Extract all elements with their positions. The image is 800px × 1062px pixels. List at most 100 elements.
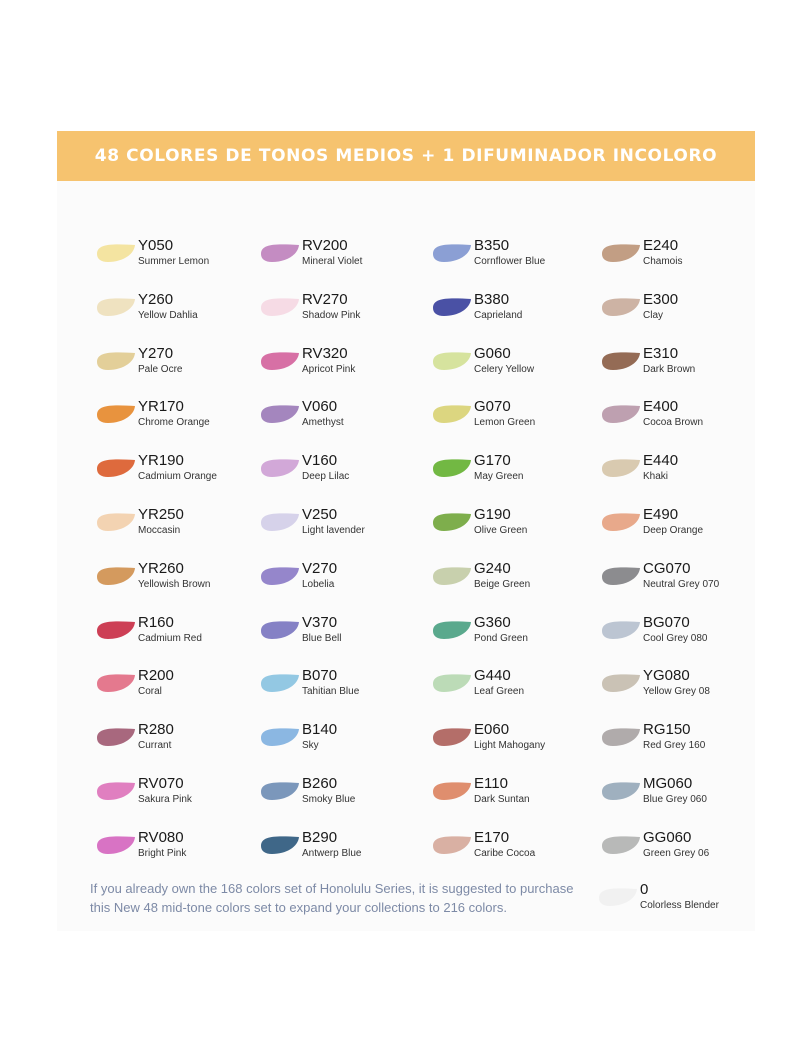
swatch-code: YR170 bbox=[138, 398, 184, 416]
swatch-code: YR260 bbox=[138, 559, 184, 577]
swatch-name: Cadmium Red bbox=[138, 632, 202, 644]
swatch-code: RV270 bbox=[302, 290, 348, 308]
swatch-code: Y260 bbox=[138, 290, 174, 308]
swatch-code: RV070 bbox=[138, 775, 184, 792]
swatch-v160: V160 Deep Lilac bbox=[258, 452, 418, 492]
header-banner: 48 COLORES DE TONOS MEDIOS + 1 DIFUMINAD… bbox=[57, 131, 755, 181]
swatch-code: CG070 bbox=[643, 559, 691, 577]
swatch-code: G440 bbox=[474, 667, 511, 685]
color-stroke-icon bbox=[97, 621, 135, 639]
swatch-name: Lemon Green bbox=[474, 417, 536, 429]
swatch-code: E400 bbox=[643, 398, 679, 416]
color-stroke-icon bbox=[602, 782, 640, 800]
color-stroke-icon bbox=[261, 836, 299, 854]
swatch-e310: E310 Dark Brown bbox=[599, 345, 759, 385]
swatch-b140: B140 Sky bbox=[258, 721, 418, 761]
swatch-name: Yellow Dahlia bbox=[138, 309, 198, 321]
swatch-e300: E300 Clay bbox=[599, 291, 759, 331]
swatch-code: YG080 bbox=[643, 667, 690, 685]
color-stroke-icon bbox=[97, 298, 135, 316]
color-stroke-icon bbox=[261, 244, 299, 262]
swatch-code: RV080 bbox=[138, 828, 184, 846]
swatch-code: R280 bbox=[138, 721, 174, 739]
swatch-b260: B260 Smoky Blue bbox=[258, 775, 418, 815]
swatch-name: Chrome Orange bbox=[138, 417, 210, 429]
swatch-code: YR250 bbox=[138, 506, 184, 523]
color-stroke-icon bbox=[433, 513, 471, 531]
color-stroke-icon bbox=[261, 674, 299, 693]
color-stroke-icon bbox=[97, 782, 135, 800]
color-stroke-icon bbox=[433, 244, 471, 262]
color-stroke-icon bbox=[261, 298, 299, 316]
swatch-name: Deep Lilac bbox=[302, 471, 350, 483]
swatch-name: Bright Pink bbox=[138, 847, 187, 859]
swatch-name: Khaki bbox=[643, 471, 669, 483]
swatch-code: E170 bbox=[474, 828, 510, 846]
footnote-line-2: this New 48 mid-tone colors set to expan… bbox=[90, 900, 507, 915]
swatch-rv200: RV200 Mineral Violet bbox=[258, 237, 418, 277]
color-stroke-icon bbox=[97, 352, 135, 370]
color-stroke-icon bbox=[602, 298, 640, 316]
swatch-name: Beige Green bbox=[474, 578, 531, 590]
swatch-g060: G060 Celery Yellow bbox=[430, 345, 590, 385]
swatch-e240: E240 Chamois bbox=[599, 237, 759, 277]
swatch-e440: E440 Khaki bbox=[599, 452, 759, 492]
color-stroke-icon bbox=[261, 513, 299, 531]
color-stroke-icon bbox=[261, 405, 299, 424]
swatch-name: Yellow Grey 08 bbox=[643, 686, 710, 698]
swatch-name: Caribe Cocoa bbox=[474, 847, 536, 859]
swatch-g240: G240 Beige Green bbox=[430, 560, 590, 600]
swatch-code: V250 bbox=[302, 506, 338, 523]
swatch-code: E240 bbox=[643, 237, 679, 254]
swatch-name: Smoky Blue bbox=[302, 794, 356, 805]
swatch-blender: 0 Colorless Blender bbox=[596, 881, 756, 921]
color-stroke-icon bbox=[433, 405, 471, 424]
swatch-code: B140 bbox=[302, 721, 338, 739]
swatch-v060: V060 Amethyst bbox=[258, 398, 418, 438]
swatch-name: Antwerp Blue bbox=[302, 847, 362, 859]
color-stroke-icon bbox=[97, 674, 135, 693]
swatch-yg080: YG080 Yellow Grey 08 bbox=[599, 667, 759, 707]
swatch-code: E300 bbox=[643, 290, 679, 308]
swatch-name: Pond Green bbox=[474, 632, 528, 644]
swatch-e060: E060 Light Mahogany bbox=[430, 721, 590, 761]
swatch-name: Celery Yellow bbox=[474, 363, 535, 375]
color-stroke-icon bbox=[261, 728, 299, 747]
swatch-yr250: YR250 Moccasin bbox=[94, 506, 254, 546]
swatch-code: BG070 bbox=[643, 613, 690, 631]
swatch-b350: B350 Cornflower Blue bbox=[430, 237, 590, 277]
swatch-name: Shadow Pink bbox=[302, 309, 361, 321]
color-stroke-icon bbox=[602, 405, 640, 424]
color-stroke-icon bbox=[602, 244, 640, 262]
swatch-code: E060 bbox=[474, 721, 510, 739]
color-stroke-icon bbox=[261, 459, 299, 478]
color-stroke-icon bbox=[602, 513, 640, 531]
color-stroke-icon bbox=[602, 459, 640, 478]
swatch-name: Deep Orange bbox=[643, 525, 704, 536]
color-stroke-icon bbox=[97, 405, 135, 424]
swatch-name: Clay bbox=[643, 309, 664, 321]
color-stroke-icon bbox=[602, 621, 640, 639]
swatch-code: B070 bbox=[302, 667, 338, 685]
color-stroke-icon bbox=[602, 352, 640, 370]
color-stroke-icon bbox=[433, 567, 471, 585]
swatch-g190: G190 Olive Green bbox=[430, 506, 590, 546]
swatch-name: Leaf Green bbox=[474, 686, 525, 698]
swatch-name: Dark Brown bbox=[643, 363, 696, 375]
swatch-name: May Green bbox=[474, 471, 524, 483]
swatch-code: GG060 bbox=[643, 828, 692, 846]
swatch-name: Light lavender bbox=[302, 525, 365, 536]
swatch-b290: B290 Antwerp Blue bbox=[258, 829, 418, 869]
color-stroke-icon bbox=[97, 244, 135, 262]
swatch-code: V060 bbox=[302, 398, 338, 416]
swatch-name: Blue Bell bbox=[302, 632, 342, 644]
swatch-name: Tahitian Blue bbox=[302, 686, 360, 698]
color-stroke-icon bbox=[602, 567, 640, 585]
swatch-code: G060 bbox=[474, 344, 511, 362]
swatch-code: YR190 bbox=[138, 452, 184, 470]
swatch-name: Cornflower Blue bbox=[474, 256, 546, 267]
swatch-g170: G170 May Green bbox=[430, 452, 590, 492]
swatch-name: Light Mahogany bbox=[474, 740, 546, 752]
swatch-code: B260 bbox=[302, 775, 338, 792]
